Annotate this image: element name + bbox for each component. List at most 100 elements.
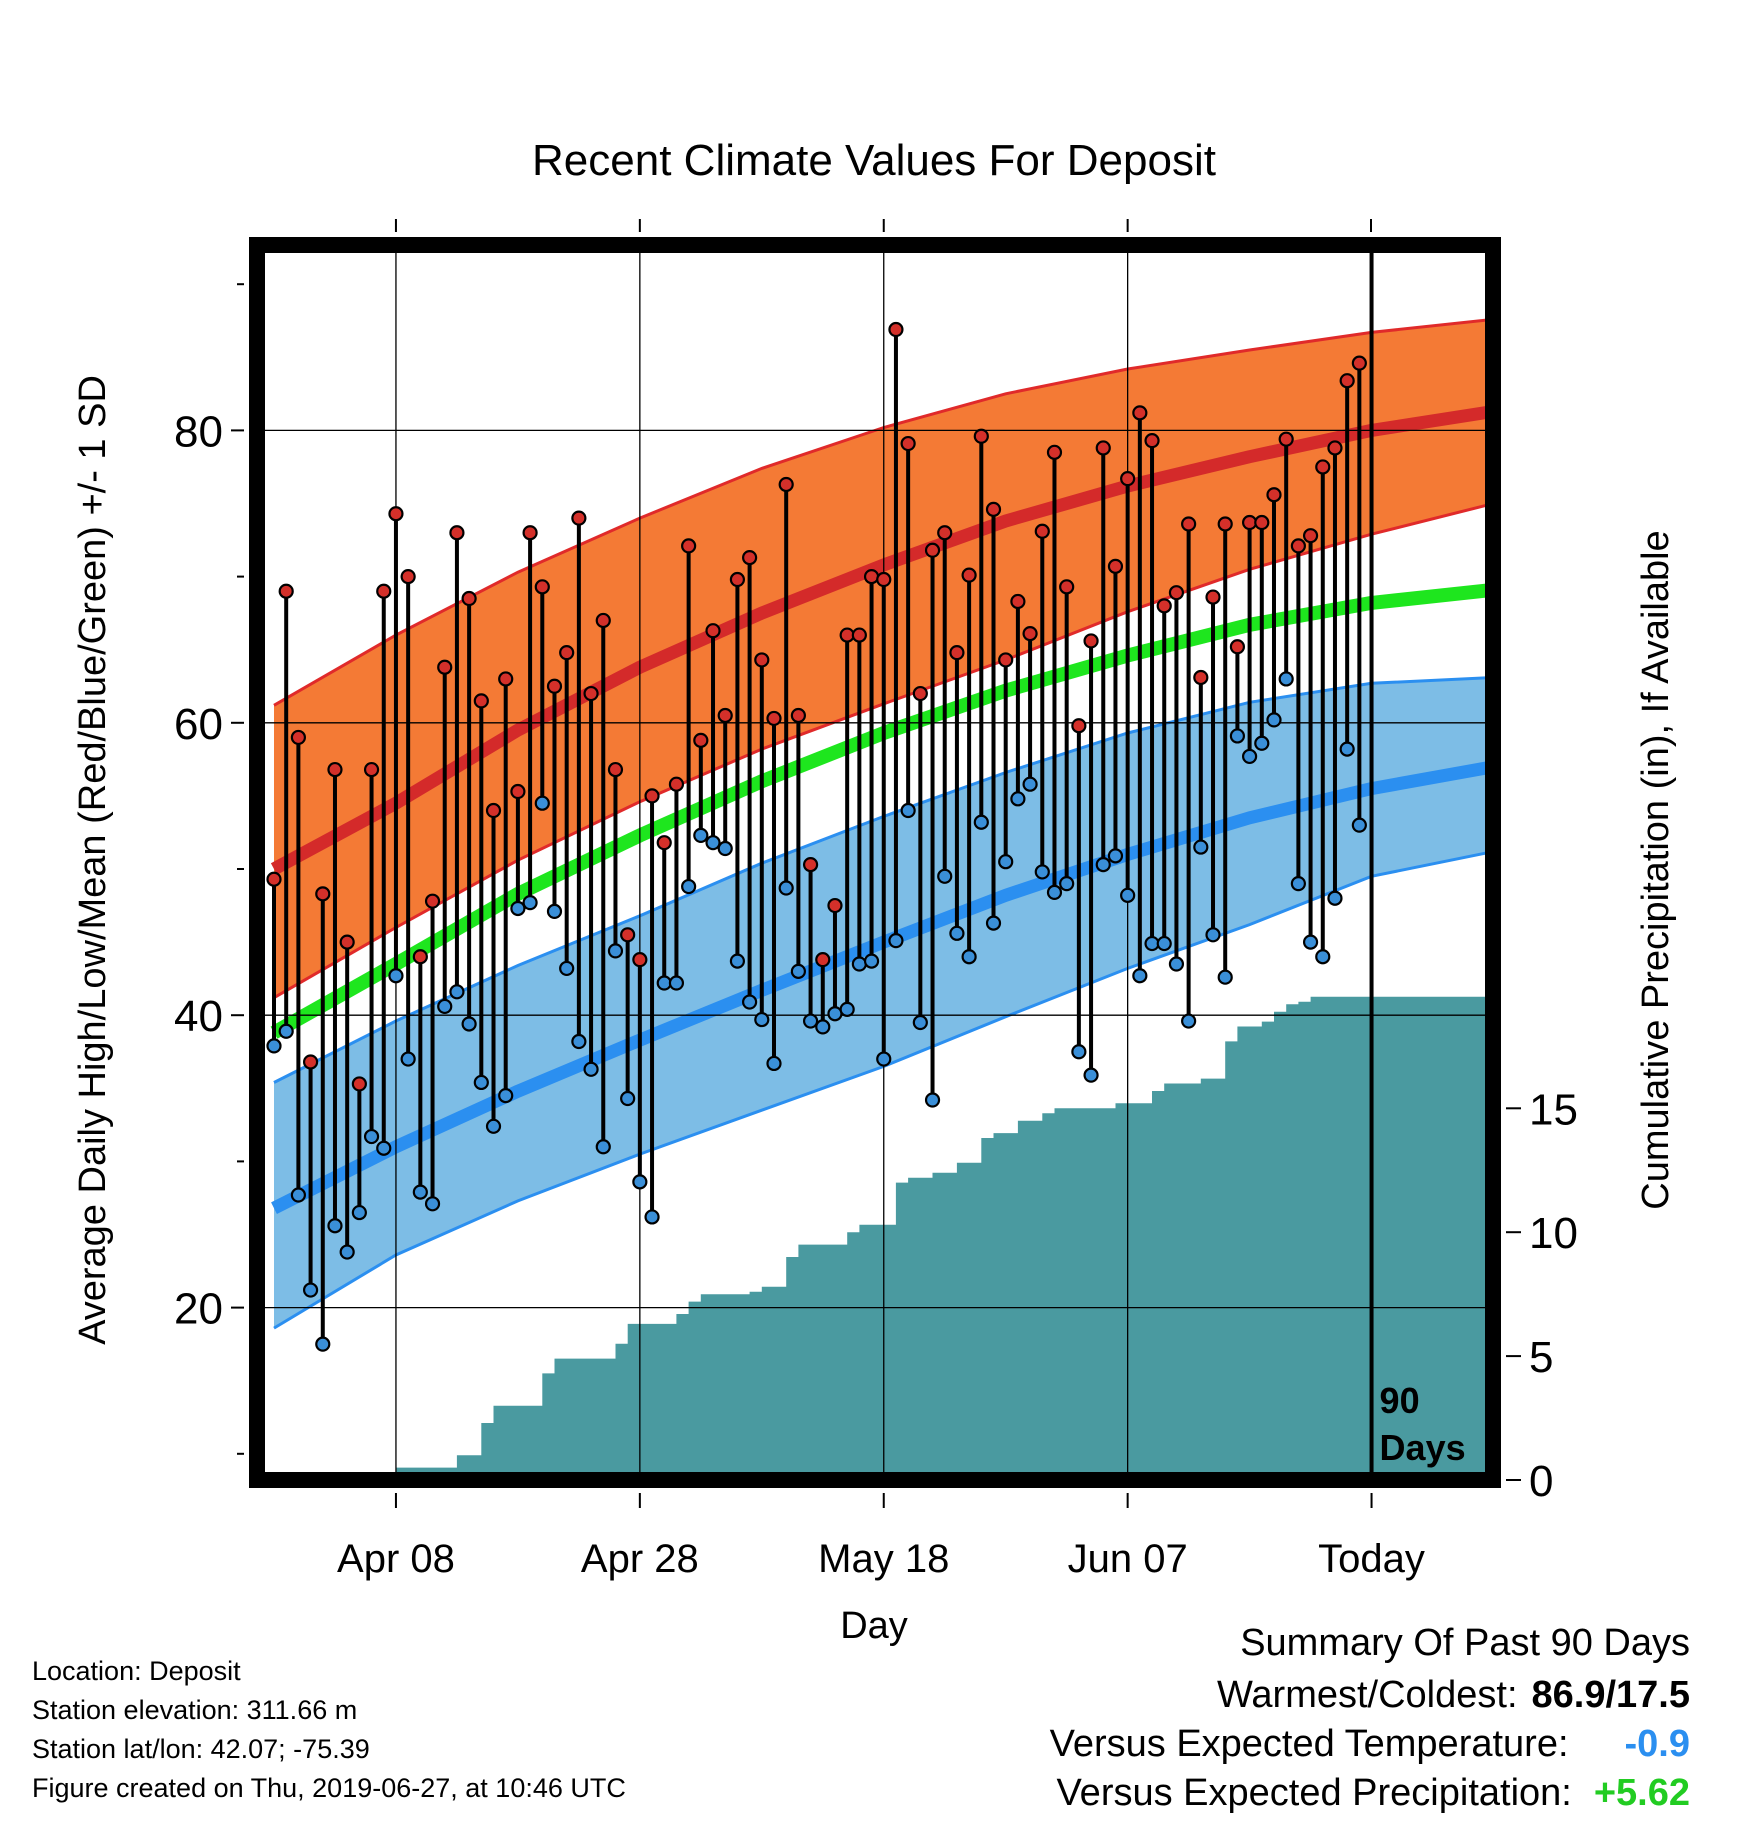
daily-high-point (1107, 558, 1124, 574)
daily-low-point (998, 854, 1014, 870)
daily-low-point (876, 1051, 892, 1067)
expected-precipitation-label: Versus Expected Precipitation: (1056, 1772, 1572, 1814)
daily-low-point (412, 1184, 428, 1200)
daily-high-point (766, 710, 782, 727)
daily-high-point (1254, 514, 1270, 531)
daily-high-point (1229, 639, 1246, 655)
y-tick-label: 40 (174, 992, 223, 1041)
daily-low-point (388, 968, 404, 984)
daily-low-point (766, 1055, 782, 1072)
daily-high-point (973, 428, 989, 444)
y-tick-label: 80 (174, 407, 223, 456)
daily-high-point (802, 857, 819, 873)
daily-high-point (1022, 626, 1038, 642)
daily-low-point (571, 1033, 587, 1050)
daily-high-point (339, 934, 355, 950)
daily-high-point (705, 623, 721, 639)
daily-low-point (754, 1011, 770, 1028)
daily-high-point (1217, 516, 1233, 532)
daily-low-point (656, 975, 672, 991)
daily-high-point (754, 652, 770, 668)
daily-low-point (949, 925, 965, 941)
daily-low-point (1217, 969, 1233, 985)
daily-low-point (1193, 839, 1209, 855)
daily-high-point (742, 549, 758, 566)
daily-high-point (266, 871, 282, 887)
daily-low-point (1327, 890, 1343, 906)
daily-low-point (559, 960, 575, 977)
daily-low-point (888, 933, 904, 949)
daily-low-point (534, 795, 550, 811)
days-label-unit: Days (1380, 1427, 1466, 1468)
daily-low-point (461, 1016, 477, 1032)
daily-high-point (1132, 405, 1148, 421)
daily-high-point (510, 783, 526, 800)
daily-high-point (473, 693, 489, 709)
x-tick-label: May 18 (818, 1537, 949, 1581)
daily-high-point (644, 788, 660, 804)
daily-low-point (1205, 927, 1221, 943)
x-axis-title: Day (840, 1605, 908, 1647)
right-tick-label: 15 (1529, 1085, 1578, 1134)
y-tick-label: 60 (174, 700, 223, 749)
daily-low-point (717, 840, 733, 857)
daily-high-point (412, 949, 428, 965)
daily-low-point (827, 1006, 843, 1022)
daily-high-point (924, 542, 941, 558)
daily-low-point (1290, 876, 1306, 892)
plot-contents (258, 245, 1493, 1480)
daily-low-point (851, 956, 867, 972)
daily-high-point (790, 707, 806, 724)
daily-low-point (644, 1209, 660, 1225)
daily-low-point (668, 975, 685, 991)
daily-low-point (729, 953, 746, 969)
daily-low-point (1278, 671, 1294, 687)
station-location: Location: Deposit (32, 1656, 241, 1686)
daily-high-point (620, 927, 636, 943)
daily-high-point (876, 571, 892, 588)
daily-high-point (1266, 487, 1282, 503)
daily-low-point (961, 949, 977, 965)
daily-low-point (351, 1204, 367, 1221)
daily-low-point (278, 1023, 294, 1039)
daily-high-point (1278, 431, 1294, 447)
daily-high-point (632, 952, 648, 968)
daily-high-point (1059, 579, 1075, 595)
daily-low-point (363, 1128, 380, 1145)
daily-low-point (1168, 956, 1185, 972)
x-tick-label: Apr 28 (581, 1537, 699, 1581)
daily-high-point (1083, 633, 1099, 649)
daily-low-point (1144, 935, 1160, 952)
daily-low-point (290, 1187, 306, 1203)
plot-area: 90 Days 20 40 60 80 0 5 10 15 Apr 08 Apr 28 May 18 Ju… (174, 219, 1578, 1581)
x-tick-label: Apr 08 (337, 1537, 455, 1581)
daily-high-point (839, 627, 855, 643)
y-axis-title-right: Cumulative Precipitation (in), If Availa… (1635, 530, 1677, 1209)
daily-high-point (937, 525, 953, 541)
daily-low-point (973, 814, 989, 830)
daily-high-point (290, 729, 306, 746)
daily-high-point (851, 627, 867, 643)
daily-high-point (888, 321, 904, 338)
daily-low-point (1156, 935, 1172, 952)
daily-low-point (400, 1051, 416, 1067)
daily-low-point (912, 1014, 928, 1031)
daily-low-point (583, 1061, 599, 1077)
right-tick-label: 5 (1529, 1333, 1553, 1382)
daily-low-point (1254, 735, 1270, 751)
daily-low-point (1229, 728, 1246, 744)
daily-low-point (1034, 864, 1050, 880)
daily-high-point (900, 435, 916, 452)
daily-high-point (449, 525, 465, 541)
summary-temperature: Versus Expected Temperature: -0.9 (1050, 1723, 1690, 1766)
daily-low-point (985, 915, 1002, 931)
daily-low-point (498, 1088, 514, 1104)
expected-temperature-value: -0.9 (1624, 1723, 1690, 1765)
daily-low-point (705, 835, 721, 851)
summary-warmest-coldest: Warmest/Coldest: 86.9/17.5 (1217, 1674, 1690, 1717)
warmest-coldest-value: 86.9/17.5 (1531, 1674, 1690, 1716)
daily-low-point (437, 998, 453, 1015)
summary-precipitation: Versus Expected Precipitation: +5.62 (1056, 1772, 1690, 1815)
daily-low-point (924, 1092, 941, 1108)
daily-high-point (729, 571, 746, 588)
